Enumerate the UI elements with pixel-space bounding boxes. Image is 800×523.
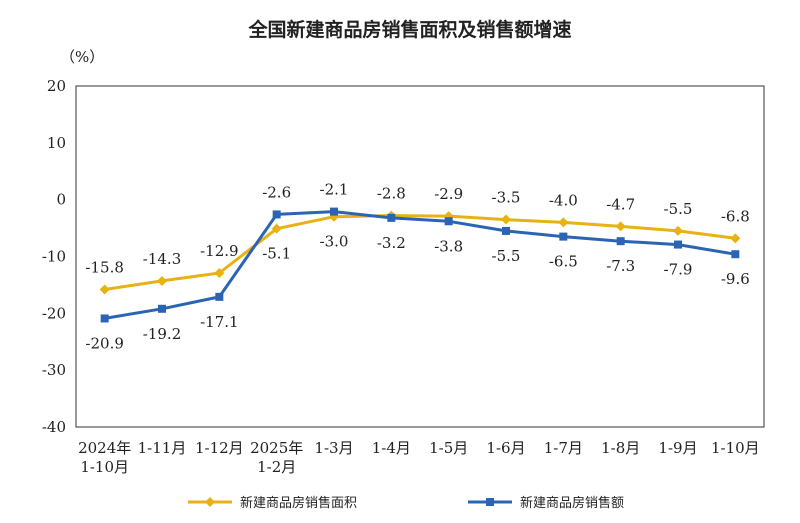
x-tick-label: 2025年 xyxy=(250,439,303,457)
legend-item: 新建商品房销售额 xyxy=(468,495,624,511)
data-label: -5.1 xyxy=(262,245,291,263)
series-line xyxy=(104,214,736,291)
legend-item: 新建商品房销售面积 xyxy=(188,495,357,511)
data-point xyxy=(731,250,740,259)
data-label: -5.5 xyxy=(664,200,693,218)
data-point xyxy=(501,214,511,225)
y-tick-label: -30 xyxy=(42,361,66,379)
legend-label: 新建商品房销售额 xyxy=(520,495,624,511)
data-point xyxy=(214,267,225,278)
data-label: -3.2 xyxy=(377,234,406,252)
y-tick-label: -10 xyxy=(42,248,66,266)
series-1: -15.8 -14.3 -12.9 -5.1 -3.0 -2.8 -2.9 -3.5 -4.0 -… xyxy=(85,185,750,295)
x-tick-label: 1-5月 xyxy=(429,439,468,457)
legend-label: 新建商品房销售面积 xyxy=(240,495,357,511)
data-point xyxy=(215,292,224,301)
x-tick-label: 1-10月 xyxy=(80,458,129,476)
x-tick-label: 2024年 xyxy=(78,439,131,457)
y-tick-label: -40 xyxy=(42,418,66,436)
data-point xyxy=(673,225,683,236)
y-axis: 20 10 0 -10 -20 -30 -40 xyxy=(42,77,66,436)
series-2: -20.9 -19.2 -17.1 -2.6 -2.1 -3.2 -3.8 -5.5 -6.5 -… xyxy=(85,181,749,353)
x-tick-label: 1-10月 xyxy=(711,439,760,457)
data-point xyxy=(444,217,453,226)
data-label: -14.3 xyxy=(143,250,181,268)
data-label: -3.5 xyxy=(492,189,521,207)
data-label: -6.8 xyxy=(721,207,750,225)
data-point xyxy=(100,314,109,323)
data-label: -2.1 xyxy=(320,181,349,199)
data-point xyxy=(272,210,281,219)
y-tick-label: -20 xyxy=(42,304,66,322)
legend: 新建商品房销售面积 新建商品房销售额 xyxy=(188,495,624,511)
x-tick-label: 1-8月 xyxy=(601,439,640,457)
data-label: -20.9 xyxy=(85,334,123,352)
data-label: -5.5 xyxy=(492,247,521,265)
data-point xyxy=(730,233,741,244)
data-point xyxy=(559,232,568,241)
data-label: -2.8 xyxy=(377,185,406,203)
y-axis-unit-label: （%） xyxy=(60,48,104,66)
data-point xyxy=(616,237,625,246)
data-point xyxy=(502,226,510,235)
y-tick-label: 0 xyxy=(56,191,66,209)
legend-swatch-marker xyxy=(486,498,494,506)
x-tick-label: 1-4月 xyxy=(372,439,411,457)
data-point xyxy=(157,275,167,286)
data-label: -3.8 xyxy=(434,237,463,255)
x-tick-label: 1-12月 xyxy=(195,439,244,457)
data-point xyxy=(387,213,396,222)
data-label: -6.5 xyxy=(549,253,578,271)
x-tick-label: 1-2月 xyxy=(257,458,296,476)
x-tick-label: 1-11月 xyxy=(138,439,187,457)
chart-title: 全国新建商品房销售面积及销售额增速 xyxy=(247,18,571,41)
data-label: -7.3 xyxy=(606,257,635,275)
x-tick-label: 1-3月 xyxy=(314,439,353,457)
data-point xyxy=(615,221,626,232)
data-label: -7.9 xyxy=(664,261,693,279)
data-label: -9.6 xyxy=(721,270,750,288)
data-point xyxy=(558,217,569,228)
data-point xyxy=(330,207,338,216)
data-label: -12.9 xyxy=(200,242,238,260)
series-layer: -15.8 -14.3 -12.9 -5.1-3.0-2.8 -2.9 -3.5 -4.0-… xyxy=(85,181,749,353)
data-label: -4.7 xyxy=(606,195,635,213)
plot-area xyxy=(75,85,765,428)
data-label: -15.8 xyxy=(85,258,123,276)
y-tick-label: 10 xyxy=(47,134,66,152)
legend-swatch-marker xyxy=(205,497,215,507)
data-label: -17.1 xyxy=(200,313,238,331)
x-tick-label: 1-7月 xyxy=(544,439,583,457)
x-tick-label: 1-9月 xyxy=(658,439,697,457)
data-label: -4.0 xyxy=(549,191,578,209)
data-point xyxy=(271,223,282,234)
data-label: -2.9 xyxy=(434,185,463,203)
series-line xyxy=(104,210,736,320)
data-label: -3.0 xyxy=(320,233,349,251)
data-point xyxy=(99,284,110,295)
data-point xyxy=(674,240,682,249)
y-tick-label: 20 xyxy=(47,77,66,95)
data-point xyxy=(158,304,166,313)
data-label: -2.6 xyxy=(262,183,291,201)
x-tick-label: 1-6月 xyxy=(486,439,525,457)
data-label: -19.2 xyxy=(143,325,181,343)
